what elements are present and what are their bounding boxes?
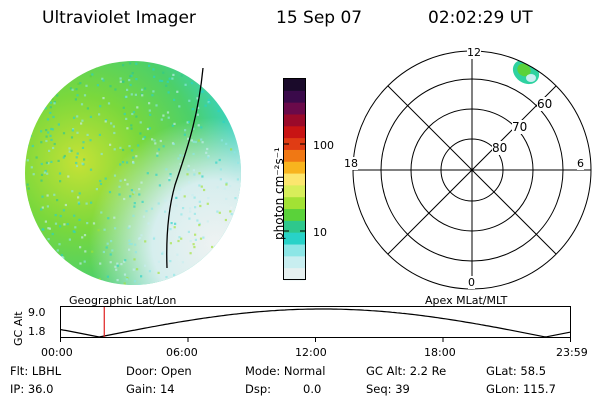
altitude-ytick-max: 9.0	[28, 306, 46, 319]
altitude-xtick-0600: 06:00	[166, 346, 198, 359]
colorbar-step	[284, 197, 305, 210]
time-label: 02:02:29 UT	[428, 8, 533, 28]
colorbar-step	[284, 244, 305, 257]
glat-info: GLat: 58.5	[486, 364, 547, 378]
colorbar-step	[284, 102, 305, 115]
colorbar-tick-10: 10	[313, 226, 327, 239]
glon-info: GLon: 115.7	[486, 382, 556, 396]
geographic-image	[25, 61, 241, 285]
apex-caption: Apex MLat/MLT	[425, 294, 508, 307]
colorbar-step	[284, 79, 305, 92]
altitude-xtick-1800: 18:00	[424, 346, 456, 359]
altitude-curve	[60, 308, 571, 338]
dsp-value: 0.0	[303, 382, 322, 396]
colorbar-tick-100: 100	[313, 139, 334, 152]
altitude-ytick-min: 1.8	[28, 325, 46, 338]
altitude-plot	[60, 306, 571, 342]
mlat-label-70: 70	[512, 120, 528, 134]
colorbar-step	[284, 185, 305, 198]
mlt-label-12: 12	[467, 46, 481, 59]
altitude-xtick-0000: 00:00	[41, 346, 73, 359]
colorbar-step	[284, 114, 305, 127]
colorbar-step	[284, 149, 305, 163]
polar-plot	[352, 50, 592, 290]
instrument-title: Ultraviolet Imager	[42, 8, 196, 28]
altitude-xtick-2359: 23:59	[556, 346, 588, 359]
ip-info: IP: 36.0	[10, 382, 54, 396]
gain-info: Gain: 14	[126, 382, 175, 396]
colorbar-step	[284, 90, 305, 104]
mlat-label-80: 80	[492, 141, 508, 155]
mlt-label-18: 18	[344, 157, 358, 170]
colorbar-step	[284, 161, 305, 175]
geographic-caption: Geographic Lat/Lon	[69, 294, 177, 307]
colorbar-unit-label: photon cm⁻²s⁻¹	[272, 147, 286, 240]
terminator-line	[166, 67, 204, 269]
gc-alt-info: GC Alt: 2.2 Re	[366, 364, 447, 378]
mlat-label-60: 60	[537, 97, 553, 111]
mlt-label-0: 0	[468, 276, 475, 289]
colorbar-step	[284, 256, 305, 269]
mode-info: Mode: Normal	[245, 364, 326, 378]
colorbar-step	[284, 232, 305, 246]
date-label: 15 Sep 07	[276, 8, 363, 28]
door-info: Door: Open	[126, 364, 192, 378]
colorbar-step	[284, 268, 305, 281]
colorbar-step	[284, 220, 305, 234]
colorbar-step	[284, 209, 305, 222]
altitude-ylabel: GC Alt	[12, 311, 25, 346]
colorbar	[283, 78, 306, 281]
colorbar-step	[284, 126, 305, 139]
altitude-xtick-1200: 12:00	[295, 346, 327, 359]
dsp-label: Dsp:	[245, 382, 272, 396]
seq-info: Seq: 39	[366, 382, 410, 396]
colorbar-step	[284, 173, 305, 186]
colorbar-step	[284, 138, 305, 151]
filter-info: Flt: LBHL	[10, 364, 62, 378]
mlt-label-6: 6	[577, 157, 584, 170]
